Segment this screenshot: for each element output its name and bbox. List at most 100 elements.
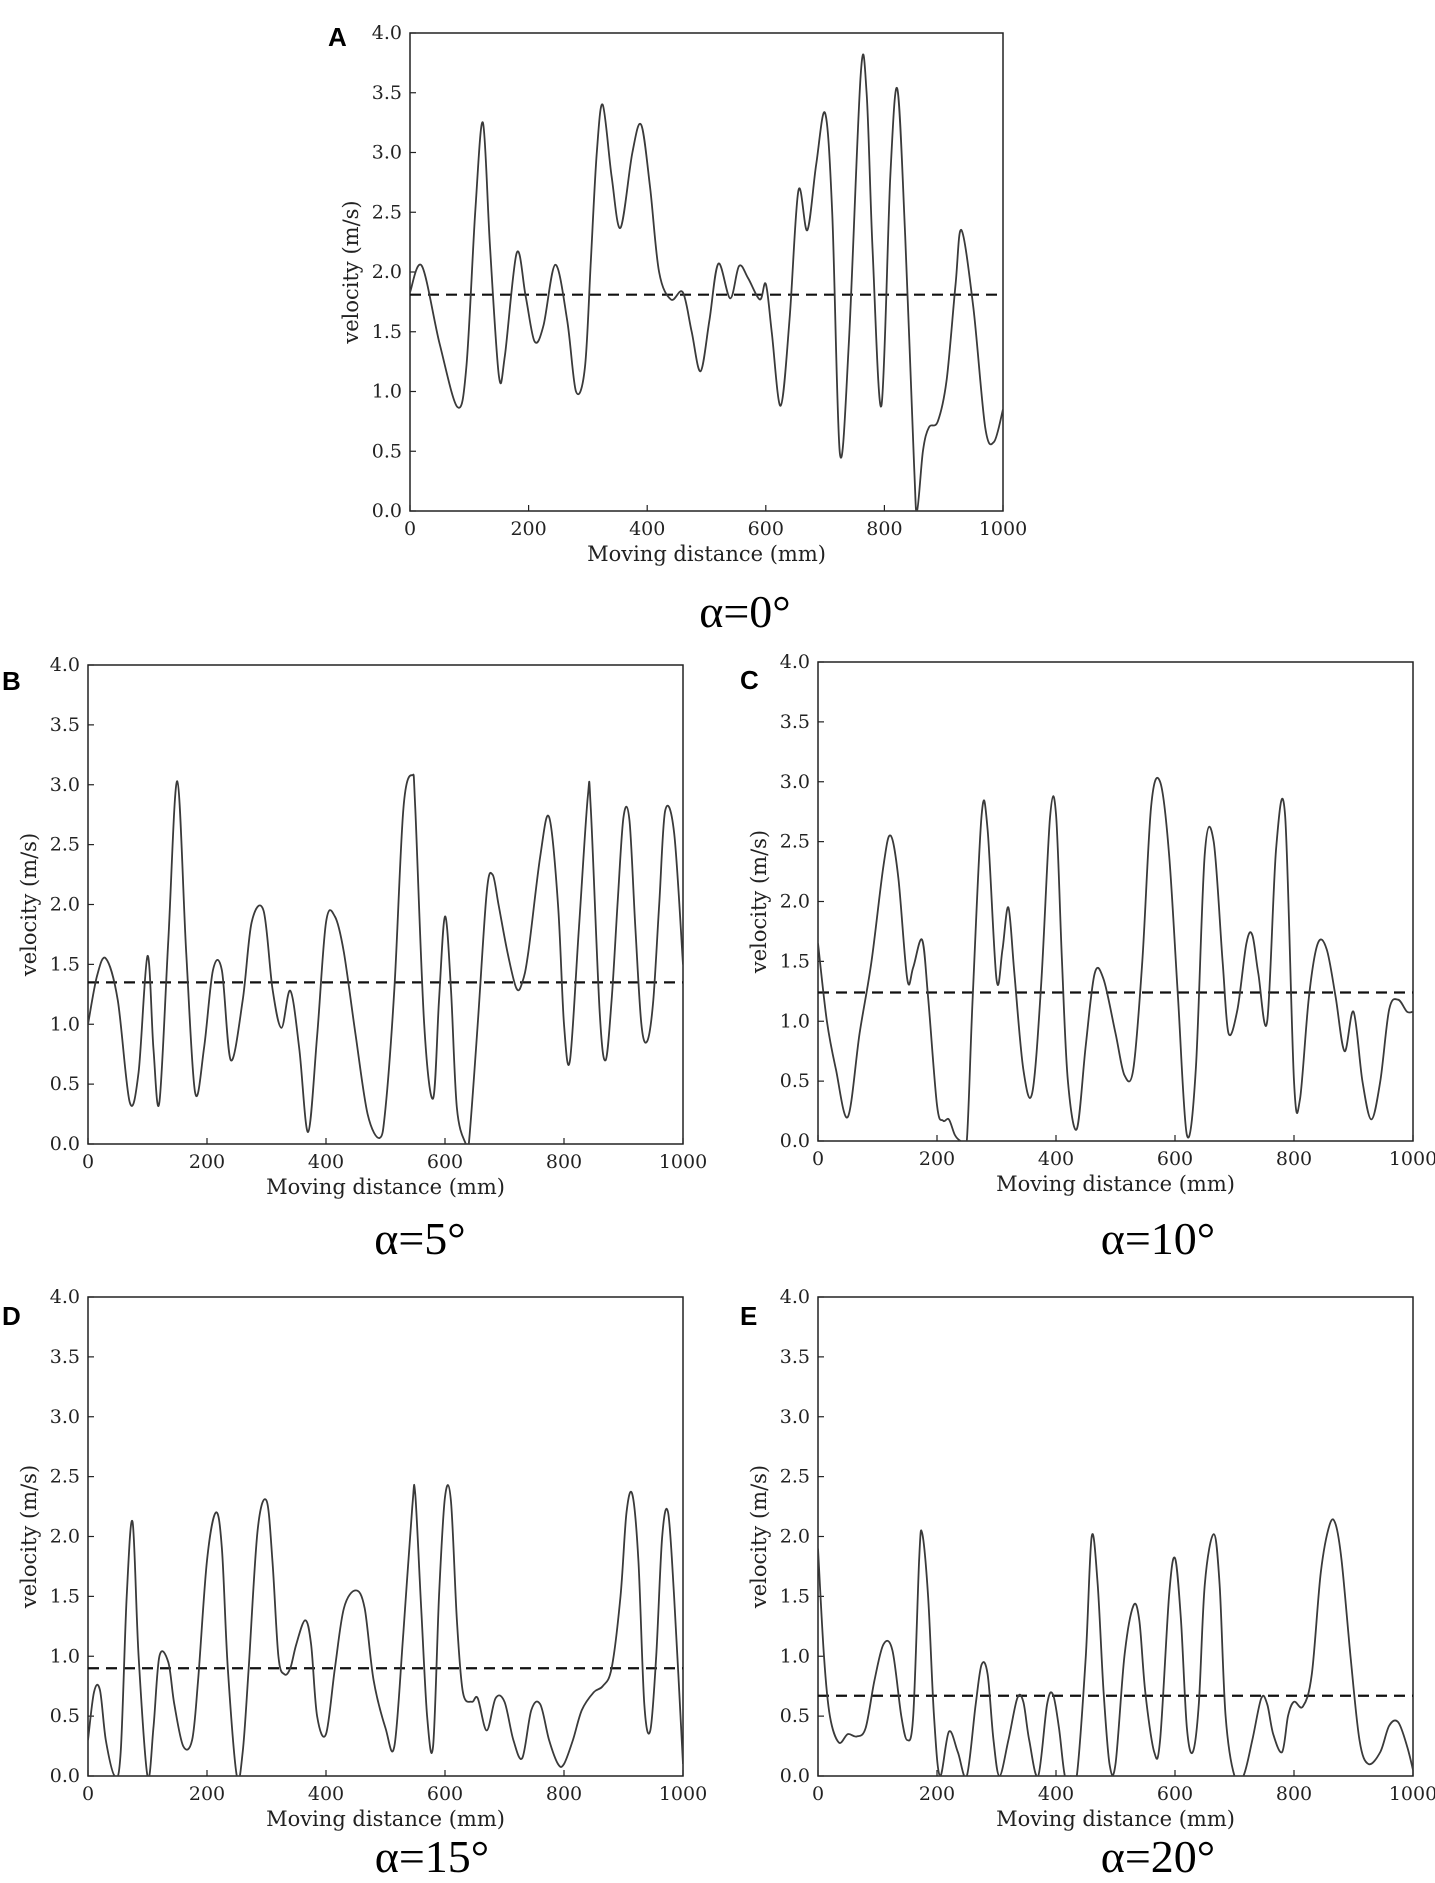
x-tick-label: 0	[812, 1148, 824, 1170]
y-tick-label: 2.5	[50, 834, 80, 856]
x-tick-label: 800	[1276, 1783, 1312, 1805]
y-tick-label: 1.5	[372, 321, 402, 343]
y-tick-label: 0.5	[372, 440, 402, 462]
x-tick-label: 200	[919, 1148, 955, 1170]
x-tick-label: 600	[1157, 1783, 1193, 1805]
panel-caption: α=5°	[374, 1213, 465, 1264]
y-tick-label: 0.0	[50, 1133, 80, 1155]
panel-letter: E	[740, 1301, 757, 1331]
x-tick-label: 1000	[659, 1151, 707, 1173]
y-tick-label: 2.5	[780, 1466, 810, 1488]
x-tick-label: 1000	[1389, 1783, 1435, 1805]
y-tick-label: 2.0	[50, 894, 80, 916]
x-tick-label: 400	[308, 1783, 344, 1805]
plot-frame	[817, 1296, 1414, 1777]
y-tick-label: 3.5	[50, 1346, 80, 1368]
y-tick-label: 3.5	[372, 82, 402, 104]
y-tick-label: 0.5	[50, 1073, 80, 1095]
x-tick-label: 400	[308, 1151, 344, 1173]
panel-letter: C	[740, 665, 759, 695]
panel-letter: D	[2, 1301, 21, 1331]
panel-caption: α=20°	[1101, 1831, 1215, 1882]
x-tick-label: 200	[189, 1151, 225, 1173]
plot-frame	[87, 664, 684, 1145]
x-tick-label: 800	[866, 518, 902, 540]
y-tick-label: 1.0	[780, 1010, 810, 1032]
y-tick-label: 3.0	[780, 771, 810, 793]
velocity-series-line	[88, 773, 683, 1144]
velocity-series-line	[410, 53, 1003, 511]
x-axis-label: Moving distance (mm)	[996, 1807, 1235, 1831]
x-axis-label: Moving distance (mm)	[996, 1172, 1235, 1196]
chart-panel-e: 0.0 0.5 1.0 1.5 2.0 2.5 3.0 3.5 4.0 0 200 400 600 800…	[740, 1286, 1435, 1882]
y-tick-label: 2.0	[372, 261, 402, 283]
x-tick-label: 200	[510, 518, 546, 540]
y-axis-label: velocity (m/s)	[747, 1465, 771, 1609]
x-tick-label: 800	[546, 1783, 582, 1805]
plot-frame	[817, 661, 1414, 1142]
panel-caption: α=10°	[1101, 1213, 1215, 1264]
x-axis-label: Moving distance (mm)	[266, 1807, 505, 1831]
y-tick-label: 3.0	[372, 142, 402, 164]
y-axis-label: velocity (m/s)	[17, 833, 41, 977]
x-tick-label: 600	[748, 518, 784, 540]
y-tick-label: 1.0	[372, 381, 402, 403]
chart-panel-c: 0.0 0.5 1.0 1.5 2.0 2.5 3.0 3.5 4.0 0 200 400 600 800…	[740, 651, 1435, 1264]
plot-frame	[409, 32, 1004, 512]
y-tick-label: 0.5	[780, 1705, 810, 1727]
panel-caption: α=15°	[375, 1831, 489, 1882]
x-tick-label: 0	[812, 1783, 824, 1805]
x-tick-label: 400	[629, 518, 665, 540]
velocity-series-line	[818, 777, 1413, 1141]
y-tick-label: 4.0	[50, 1286, 80, 1308]
x-axis-label: Moving distance (mm)	[587, 542, 826, 566]
x-axis-label: Moving distance (mm)	[266, 1175, 505, 1199]
y-tick-label: 2.0	[780, 1526, 810, 1548]
y-tick-label: 0.0	[780, 1130, 810, 1152]
panel-letter: B	[2, 666, 21, 696]
y-tick-label: 2.0	[50, 1526, 80, 1548]
x-tick-label: 200	[919, 1783, 955, 1805]
y-tick-label: 3.0	[50, 774, 80, 796]
x-tick-label: 400	[1038, 1148, 1074, 1170]
x-tick-label: 0	[82, 1151, 94, 1173]
x-tick-label: 600	[427, 1151, 463, 1173]
velocity-series-line	[88, 1483, 683, 1776]
panel-caption: α=0°	[699, 586, 790, 637]
x-tick-label: 1000	[1389, 1148, 1435, 1170]
y-tick-label: 2.5	[372, 201, 402, 223]
x-tick-label: 1000	[659, 1783, 707, 1805]
y-tick-label: 1.5	[50, 1585, 80, 1607]
y-tick-label: 1.5	[50, 953, 80, 975]
x-tick-label: 800	[546, 1151, 582, 1173]
y-tick-label: 2.5	[50, 1466, 80, 1488]
y-tick-label: 2.0	[780, 891, 810, 913]
y-tick-label: 0.5	[50, 1705, 80, 1727]
y-tick-label: 4.0	[50, 654, 80, 676]
plot-frame	[87, 1296, 684, 1777]
y-tick-label: 4.0	[372, 22, 402, 44]
x-tick-label: 400	[1038, 1783, 1074, 1805]
x-tick-label: 600	[1157, 1148, 1193, 1170]
y-tick-label: 3.0	[780, 1406, 810, 1428]
x-tick-label: 800	[1276, 1148, 1312, 1170]
x-tick-label: 0	[82, 1783, 94, 1805]
y-tick-label: 3.5	[780, 1346, 810, 1368]
x-tick-label: 600	[427, 1783, 463, 1805]
chart-panel-a: 0.0 0.5 1.0 1.5 2.0 2.5 3.0 3.5 4.0 0 200 400 600 800…	[328, 22, 1027, 637]
y-tick-label: 0.5	[780, 1070, 810, 1092]
panel-letter: A	[328, 22, 347, 52]
x-tick-label: 1000	[979, 518, 1027, 540]
y-tick-label: 1.0	[50, 1013, 80, 1035]
y-axis-label: velocity (m/s)	[747, 830, 771, 974]
y-tick-label: 0.0	[780, 1765, 810, 1787]
y-tick-label: 1.0	[780, 1645, 810, 1667]
chart-panel-b: 0.0 0.5 1.0 1.5 2.0 2.5 3.0 3.5 4.0 0 200 400 600 800…	[2, 654, 707, 1264]
x-tick-label: 200	[189, 1783, 225, 1805]
y-tick-label: 1.5	[780, 950, 810, 972]
y-tick-label: 4.0	[780, 651, 810, 673]
y-tick-label: 1.5	[780, 1585, 810, 1607]
y-tick-label: 3.0	[50, 1406, 80, 1428]
x-tick-label: 0	[404, 518, 416, 540]
